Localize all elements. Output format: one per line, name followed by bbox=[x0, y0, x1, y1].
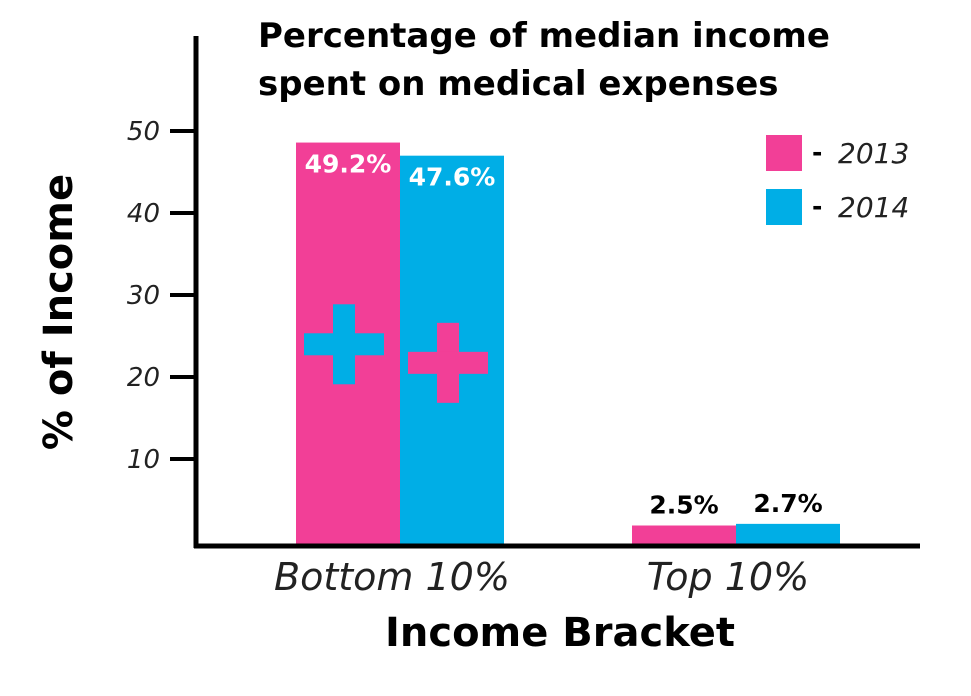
y-tick-label: 40 bbox=[127, 199, 160, 229]
axes bbox=[193, 36, 920, 549]
y-tick-label: 50 bbox=[127, 117, 160, 147]
y-tick-label: 20 bbox=[127, 363, 160, 393]
legend-swatch-2013 bbox=[766, 135, 802, 171]
chart-title: Percentage of median income spent on med… bbox=[258, 16, 830, 104]
medical-cross-icon bbox=[408, 322, 488, 403]
medical-cross-icon bbox=[304, 304, 384, 385]
data-label-2013-1: 2.5% bbox=[649, 491, 718, 520]
y-ticks-group: 10 20 30 40 50 bbox=[127, 117, 194, 475]
legend-dash: - bbox=[812, 138, 822, 167]
chart-title-line-1: Percentage of median income bbox=[258, 16, 830, 56]
x-category-label: Bottom 10% bbox=[274, 555, 510, 599]
legend-label-2014: 2014 bbox=[838, 191, 909, 224]
bar-2014-1 bbox=[736, 523, 840, 546]
cross-horizontal bbox=[408, 351, 488, 374]
data-label-2013-0: 49.2% bbox=[305, 150, 392, 179]
y-axis-title: % of Income bbox=[36, 174, 82, 450]
legend: -2013- 2014 bbox=[766, 135, 909, 225]
bar-2013-1 bbox=[632, 525, 736, 546]
y-tick-label: 30 bbox=[127, 281, 160, 311]
x-categories-group: Bottom 10% Top 10% bbox=[274, 555, 809, 599]
legend-swatch-2014 bbox=[766, 189, 802, 225]
data-label-2014-0: 47.6% bbox=[409, 163, 496, 192]
x-category-label: Top 10% bbox=[647, 555, 809, 599]
legend-label-2013: 2013 bbox=[838, 137, 909, 170]
cross-horizontal bbox=[304, 333, 384, 356]
data-label-2014-1: 2.7% bbox=[753, 489, 822, 518]
cross-decorations bbox=[304, 304, 488, 403]
chart-title-line-2: spent on medical expenses bbox=[258, 64, 779, 104]
y-tick-label: 10 bbox=[127, 445, 160, 475]
bar-labels-group: 49.2% 47.6% 2.5% 2.7% bbox=[305, 150, 823, 520]
x-axis-title: Income Bracket bbox=[385, 610, 735, 656]
legend-dash: - bbox=[812, 192, 822, 221]
